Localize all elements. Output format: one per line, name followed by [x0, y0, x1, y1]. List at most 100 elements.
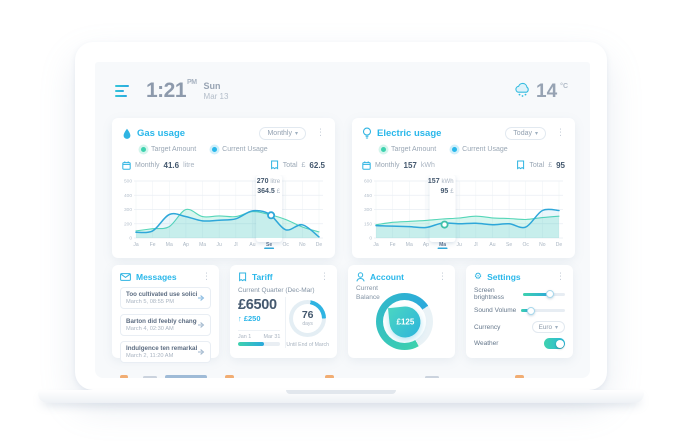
days-remaining-caption: Until End of March [286, 342, 329, 348]
kebab-menu-icon[interactable]: ⋮ [438, 271, 447, 282]
usage-stats-row: Monthly 157 kWh Total £ 95 [362, 160, 565, 170]
quarter-start: Jan 1 [238, 334, 252, 340]
gas-droplet-icon [123, 128, 131, 139]
x-month-label: No [299, 242, 306, 248]
legend-target-amount[interactable]: Target Amount [381, 146, 436, 153]
current-line [375, 208, 560, 229]
up-arrow-icon: ↑ [238, 314, 242, 323]
y-tick-label: 300 [124, 207, 132, 213]
peek-text [425, 376, 439, 378]
days-remaining-ring: 76 days [289, 300, 327, 337]
x-month-label: Ma [199, 242, 206, 248]
y-tick-label: 400 [124, 193, 132, 199]
x-month-label: Oc [523, 242, 530, 248]
gas-range-dropdown[interactable]: Monthly ▾ [259, 127, 306, 140]
envelope-icon [120, 273, 131, 281]
kebab-menu-icon[interactable]: ⋮ [202, 271, 211, 282]
days-remaining-value: 76 [301, 309, 314, 322]
tariff-card: Tariff ⋮ Current Quarter (Dec-Mar) £6500… [230, 265, 337, 358]
days-remaining-block: 76 days Until End of March [285, 297, 329, 348]
legend-current-usage[interactable]: Current Usage [212, 146, 268, 153]
total-value: 62.5 [309, 160, 325, 170]
message-date: March 5, 08:55 PM [126, 299, 175, 305]
period-label: Monthly [135, 161, 160, 169]
weather-toggle[interactable] [544, 338, 565, 349]
brightness-slider[interactable] [523, 290, 565, 298]
kebab-menu-icon[interactable]: ⋮ [556, 128, 565, 138]
target-area [376, 216, 559, 238]
x-month-label: Ma [406, 242, 413, 248]
target-line [375, 215, 560, 226]
y-tick-label: 0 [129, 236, 132, 242]
peek-icon [225, 375, 234, 378]
x-month-label: Au [489, 242, 495, 248]
y-tick-label: 500 [124, 179, 132, 185]
gas-usage-line-chart[interactable]: 0 200 300 400 500 Ja Fe Ma Ap Ma Ju Jl Au Se Oc No De [122, 175, 325, 249]
tariff-delta: ↑ £250 [238, 314, 261, 323]
kebab-menu-icon[interactable]: ⋮ [316, 128, 325, 138]
clock-period: PM [187, 79, 197, 86]
active-month-underline [264, 247, 275, 249]
chevron-down-icon: ▾ [294, 130, 298, 137]
electric-chart: 0 150 300 450 600 Ja Fe Ma Ap Ma Ju Jl Au Se Oc No De 15… [362, 175, 565, 249]
x-month-label: Ma [439, 242, 446, 248]
electric-usage-line-chart[interactable]: 0 150 300 450 600 Ja Fe Ma Ap Ma Ju Jl Au Se Oc No De [362, 175, 565, 249]
toggle-knob [555, 339, 564, 348]
y-tick-label: 0 [369, 236, 372, 242]
volume-slider-knob[interactable] [526, 306, 535, 315]
open-arrow-icon[interactable] [197, 294, 205, 302]
period-unit: litre [183, 161, 195, 169]
brightness-label: Screen brightness [474, 287, 504, 301]
settings-card: ⚙ Settings ⋮ Screen brightness Sound Vol… [466, 265, 573, 358]
weather-widget: 14 °C [513, 82, 568, 101]
gear-icon: ⚙ [474, 271, 483, 282]
message-text: Indulgence ten remarkably [126, 345, 197, 352]
peek-text [165, 375, 207, 378]
brightness-slider-knob[interactable] [545, 290, 554, 298]
x-month-label: Fe [390, 242, 396, 248]
x-month-label: De [556, 242, 563, 248]
x-month-label: Fe [150, 242, 156, 248]
days-remaining-label: days [302, 320, 313, 327]
total-label: Total [282, 161, 298, 169]
period-label: Monthly [375, 161, 400, 169]
x-month-label: Se [266, 242, 272, 248]
total-currency: £ [548, 161, 553, 169]
card-title: Tariff [252, 272, 273, 282]
tariff-amount: £6500 [238, 297, 277, 313]
electric-range-dropdown[interactable]: Today ▾ [505, 127, 546, 140]
kebab-menu-icon[interactable]: ⋮ [556, 271, 565, 282]
account-card: Account ⋮ Current Balance £125 [348, 265, 455, 358]
peek-row [95, 371, 590, 378]
rain-cloud-icon [515, 82, 529, 97]
chart-legend: Target Amount Current Usage [381, 146, 565, 153]
hamburger-menu-icon[interactable] [115, 84, 129, 98]
open-arrow-icon[interactable] [197, 321, 205, 329]
message-item[interactable]: Too cultivated use solicitude March 5, 0… [120, 287, 211, 309]
peek-icon [120, 375, 128, 378]
brightness-slider-fill [523, 292, 550, 296]
open-arrow-icon[interactable] [197, 348, 205, 356]
receipt-icon [239, 272, 247, 282]
gas-chart: 0 200 300 400 500 Ja Fe Ma Ap Ma Ju Jl Au Se Oc No De 27… [122, 175, 325, 249]
message-item[interactable]: Barton did feebly change man March 4, 02… [120, 314, 211, 336]
current-dot-icon [452, 147, 458, 152]
light-bulb-icon [362, 127, 372, 139]
x-month-label: Jl [234, 242, 238, 248]
current-line [135, 209, 320, 238]
current-dot-icon [212, 147, 218, 152]
total-label: Total [529, 161, 545, 169]
peek-icon [325, 375, 334, 378]
balance-gauge: £125 [376, 293, 433, 350]
legend-current-usage[interactable]: Current Usage [452, 146, 508, 153]
currency-dropdown[interactable]: Euro ▾ [531, 321, 565, 333]
x-month-label: Ja [373, 242, 379, 248]
total-currency: £ [301, 161, 306, 169]
message-item[interactable]: Indulgence ten remarkably March 2, 11:20… [120, 341, 211, 363]
total-value: 95 [556, 160, 565, 170]
legend-target-amount[interactable]: Target Amount [141, 146, 196, 153]
volume-slider-fill [521, 309, 531, 312]
kebab-menu-icon[interactable]: ⋮ [320, 271, 329, 282]
volume-slider[interactable] [521, 306, 565, 315]
x-month-label: Oc [283, 242, 290, 248]
